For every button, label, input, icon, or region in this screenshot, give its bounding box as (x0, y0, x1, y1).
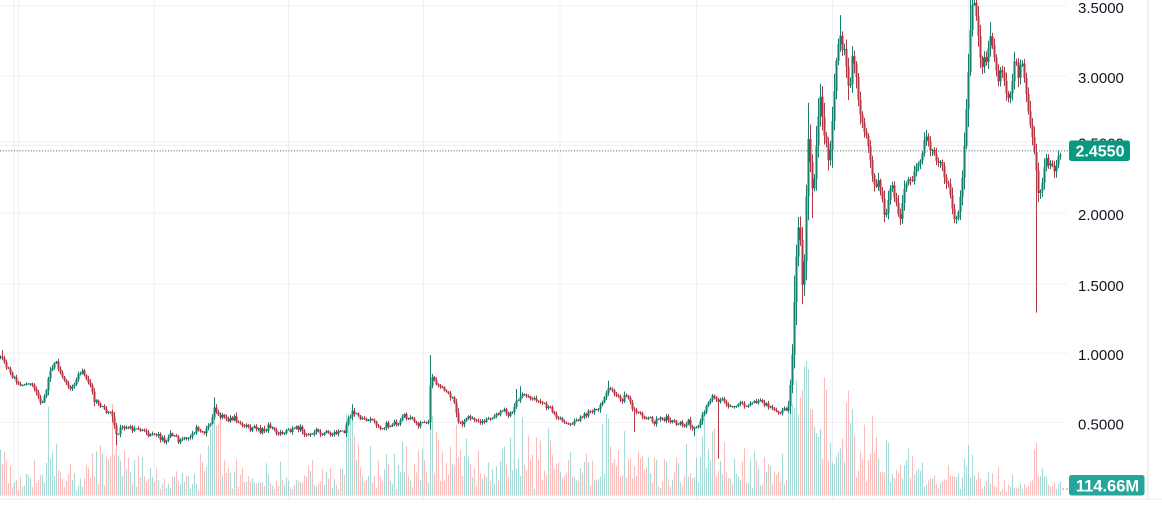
svg-text:2.4550: 2.4550 (1076, 144, 1125, 161)
svg-text:2.0000: 2.0000 (1078, 207, 1124, 224)
svg-text:1.0000: 1.0000 (1078, 347, 1124, 364)
svg-text:0.5000: 0.5000 (1078, 416, 1124, 433)
svg-text:114.66M: 114.66M (1076, 477, 1139, 495)
svg-text:3.0000: 3.0000 (1078, 70, 1124, 87)
svg-text:3.5000: 3.5000 (1078, 0, 1124, 17)
svg-text:1.5000: 1.5000 (1078, 278, 1124, 295)
